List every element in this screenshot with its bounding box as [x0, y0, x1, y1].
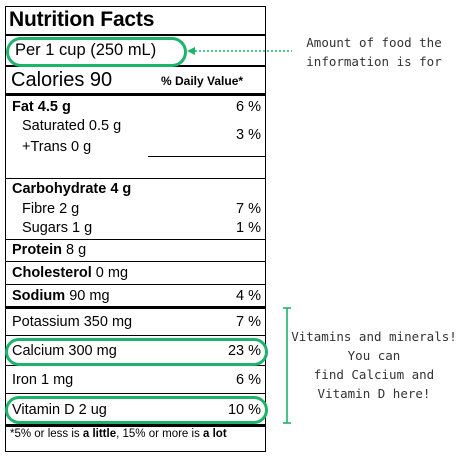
row-vitamin-d-pct: 10 %	[227, 402, 261, 418]
fat-divider	[148, 156, 265, 157]
calories-divider	[6, 93, 265, 96]
carb-top-divider	[6, 178, 265, 179]
row-vitamin-d: Vitamin D 2 ug	[12, 402, 107, 418]
vitamin-d-highlight	[5, 396, 268, 424]
vitamins-annotation: Vitamins and minerals! You can find Calc…	[291, 329, 457, 401]
row-trans: +Trans 0 g	[22, 139, 92, 155]
protein-divider	[6, 261, 265, 262]
serving-size: Per 1 cup (250 mL)	[15, 41, 157, 59]
serving-annotation: Amount of food the information is for	[306, 35, 442, 69]
row-potassium-pct: 7 %	[236, 314, 261, 330]
serving-highlight	[6, 37, 187, 67]
row-potassium: Potassium 350 mg	[12, 314, 133, 330]
row-protein: Protein 8 g	[12, 242, 87, 258]
iron-divider	[6, 393, 265, 394]
cholesterol-divider	[6, 284, 265, 285]
row-iron-pct: 6 %	[236, 372, 261, 388]
row-fat-pct: 6 %	[236, 99, 261, 115]
title-divider	[6, 34, 265, 36]
row-fat: Fat 4.5 g	[12, 99, 71, 115]
potassium-divider	[6, 335, 265, 336]
daily-value-header: % Daily Value*	[161, 74, 244, 88]
row-saturated: Saturated 0.5 g	[22, 118, 122, 134]
carb-divider	[6, 239, 265, 240]
calcium-highlight	[5, 338, 268, 366]
row-fibre: Fibre 2 g	[22, 201, 80, 217]
row-carbohydrate: Carbohydrate 4 g	[12, 181, 132, 197]
row-iron: Iron 1 mg	[12, 372, 74, 388]
footnote-divider	[6, 424, 265, 427]
row-fibre-pct: 7 %	[236, 201, 261, 217]
row-saturated-pct: 3 %	[236, 127, 261, 143]
row-sugars-pct: 1 %	[236, 220, 261, 236]
row-calcium: Calcium 300 mg	[12, 343, 117, 359]
label-title: Nutrition Facts	[9, 8, 155, 31]
footnote: *5% or less is a little, 15% or more is …	[10, 428, 227, 440]
sodium-divider	[6, 306, 265, 309]
row-sodium: Sodium 90 mg	[12, 288, 110, 304]
row-sugars: Sugars 1 g	[22, 220, 93, 236]
row-cholesterol: Cholesterol 0 mg	[12, 265, 129, 281]
calories: Calories 90	[11, 69, 113, 91]
row-sodium-pct: 4 %	[236, 288, 261, 304]
row-calcium-pct: 23 %	[227, 343, 261, 359]
nutrition-facts-label	[5, 6, 266, 452]
